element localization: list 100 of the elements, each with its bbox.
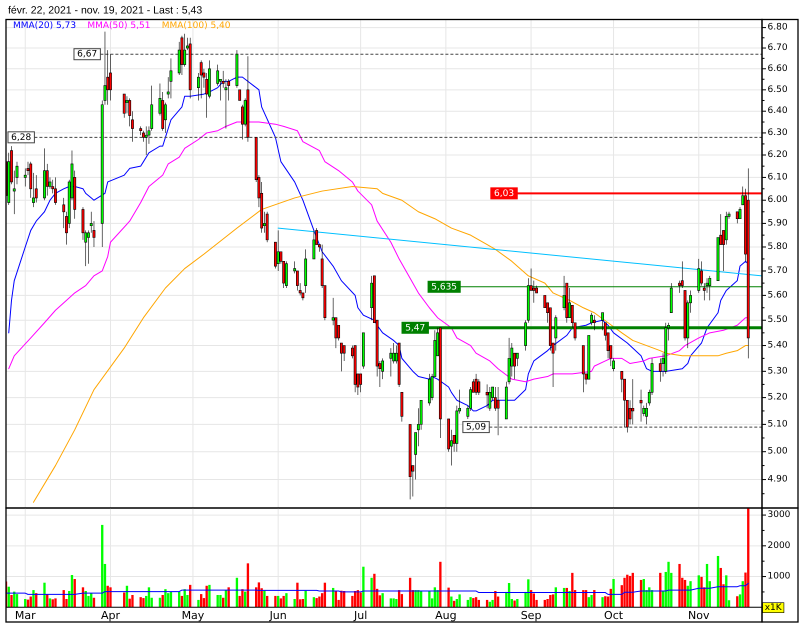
bar — [84, 591, 87, 608]
line-series — [8, 76, 749, 412]
text: MMA(100) 5,40 — [162, 21, 231, 31]
bar — [342, 591, 346, 608]
candlestick — [408, 424, 412, 500]
bar — [439, 562, 442, 608]
line-series — [6, 582, 749, 595]
bar — [178, 592, 180, 608]
bar — [408, 578, 412, 608]
bar — [123, 592, 126, 608]
candlestick — [312, 230, 316, 260]
candlestick — [708, 276, 712, 301]
bar — [332, 588, 334, 608]
y-tick-label: 5.90 — [768, 218, 788, 228]
bar — [588, 597, 590, 608]
y-tick-label: 6.40 — [768, 106, 788, 116]
bar — [458, 594, 461, 608]
candlestick — [664, 322, 668, 374]
chart-title: févr. 22, 2021 - nov. 19, 2021 - Last : 5,43 — [8, 4, 202, 16]
candlestick — [188, 37, 192, 99]
bar — [46, 594, 48, 608]
bar — [24, 599, 26, 608]
bar — [452, 600, 456, 608]
candlestick — [54, 177, 57, 206]
candlestick — [362, 332, 365, 370]
bar — [340, 590, 343, 608]
bar — [274, 596, 277, 608]
bar — [228, 587, 230, 608]
candlestick — [474, 374, 478, 396]
bar — [216, 595, 219, 608]
ref-line-label: 6,67 — [77, 50, 98, 60]
bar — [200, 594, 202, 608]
y-tick-label: 5.50 — [768, 315, 788, 326]
bar — [304, 590, 307, 608]
bar — [356, 590, 360, 608]
bar — [222, 598, 224, 608]
x-tick-label: Apr — [100, 608, 120, 622]
candlestick — [354, 345, 357, 393]
candlestick — [359, 374, 362, 393]
bar — [472, 598, 475, 608]
candlestick — [170, 58, 172, 99]
bar — [140, 597, 142, 608]
bar — [450, 596, 453, 608]
bar — [128, 598, 131, 608]
bar — [434, 587, 436, 608]
y-tick-label: 5.20 — [768, 392, 788, 403]
candlestick — [180, 35, 184, 76]
y-tick-label: 5.30 — [768, 366, 788, 376]
bar — [354, 591, 356, 608]
bar — [544, 600, 546, 608]
bar — [414, 590, 417, 608]
y-tick-label: 5.10 — [768, 419, 788, 430]
x-tick-label: Oct — [604, 608, 624, 622]
line-series — [32, 186, 749, 503]
bar — [35, 593, 38, 608]
bar — [362, 566, 365, 608]
y-tick-label: 6.20 — [768, 150, 788, 160]
text: MMA(50) 5,51 — [87, 21, 150, 31]
bar — [106, 586, 109, 608]
bar — [302, 599, 304, 608]
candlestick — [697, 258, 700, 294]
bar — [466, 600, 470, 608]
bar — [373, 574, 376, 608]
bar — [626, 574, 628, 608]
bar — [527, 579, 530, 608]
candlestick — [236, 50, 238, 88]
candlestick — [285, 261, 288, 288]
candlestick — [645, 402, 648, 425]
candlestick — [266, 211, 269, 243]
bar — [206, 586, 208, 608]
bar — [571, 572, 574, 608]
candlestick — [122, 94, 126, 118]
bar — [642, 579, 645, 608]
bar — [359, 592, 362, 608]
bar — [469, 597, 472, 608]
ref-line-label: 5,635 — [431, 282, 458, 292]
candlestick — [508, 338, 510, 385]
bar — [52, 599, 54, 608]
x-tick-label: Jun — [268, 608, 287, 622]
bar — [516, 599, 518, 608]
ref-line-label: 6,28 — [11, 132, 32, 143]
y-tick-label: 5.00 — [768, 446, 788, 457]
candlestick — [200, 60, 203, 99]
candlestick — [582, 345, 585, 393]
bar — [549, 595, 552, 608]
bar — [554, 587, 557, 608]
bar — [285, 593, 288, 608]
candlestick — [276, 230, 280, 272]
bar — [263, 590, 266, 608]
y-tick-label: 6.80 — [768, 22, 788, 33]
candlestick — [238, 90, 242, 101]
bar — [395, 599, 398, 608]
candlestick — [144, 126, 148, 156]
ref-line-label: 5,47 — [405, 323, 426, 334]
y-tick-label: 1000 — [768, 572, 791, 582]
bar — [101, 524, 104, 608]
candlestick — [486, 384, 488, 409]
candlestick — [488, 386, 492, 412]
candlestick — [43, 148, 46, 201]
bar — [370, 578, 373, 608]
